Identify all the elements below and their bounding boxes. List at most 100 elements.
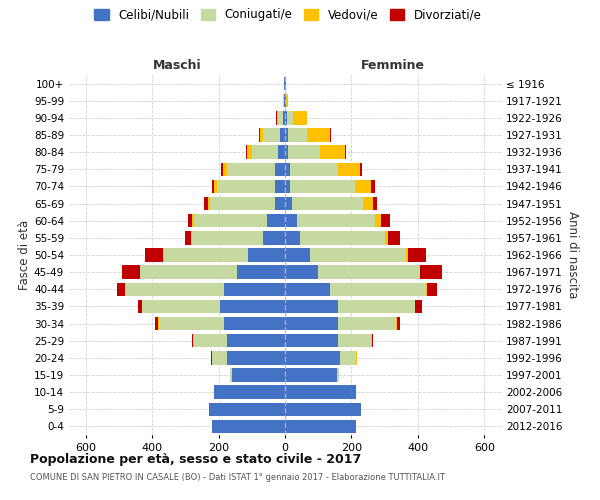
Bar: [122, 266, 140, 279]
Bar: [267, 214, 285, 228]
Bar: [285, 128, 289, 141]
Bar: [290, 180, 355, 193]
Bar: [283, 111, 285, 124]
Bar: [252, 146, 278, 159]
Bar: [194, 214, 267, 228]
Bar: [286, 94, 288, 108]
Bar: [192, 214, 194, 228]
Bar: [287, 111, 293, 124]
Bar: [221, 162, 223, 176]
Y-axis label: Anni di nascita: Anni di nascita: [566, 212, 579, 298]
Bar: [232, 368, 285, 382]
Bar: [285, 266, 318, 279]
Bar: [330, 282, 426, 296]
Bar: [360, 162, 362, 176]
Bar: [310, 248, 406, 262]
Bar: [214, 180, 217, 193]
Bar: [246, 146, 247, 159]
Bar: [278, 111, 283, 124]
Bar: [285, 231, 300, 244]
Bar: [320, 146, 345, 159]
Bar: [419, 266, 420, 279]
Bar: [224, 317, 285, 330]
Bar: [209, 402, 285, 416]
Bar: [285, 282, 330, 296]
Bar: [285, 77, 286, 90]
Bar: [285, 162, 290, 176]
Bar: [212, 351, 227, 364]
Bar: [372, 334, 373, 347]
Bar: [397, 317, 400, 330]
Bar: [284, 94, 285, 108]
Bar: [185, 231, 191, 244]
Bar: [420, 266, 442, 279]
Bar: [214, 386, 285, 399]
Bar: [285, 317, 338, 330]
Bar: [210, 197, 275, 210]
Bar: [371, 180, 375, 193]
Bar: [285, 197, 292, 210]
Bar: [284, 77, 285, 90]
Bar: [285, 420, 356, 433]
Bar: [290, 162, 338, 176]
Bar: [145, 248, 163, 262]
Bar: [220, 300, 285, 313]
Bar: [227, 162, 275, 176]
Text: Femmine: Femmine: [361, 58, 425, 71]
Bar: [426, 282, 427, 296]
Bar: [285, 300, 338, 313]
Bar: [212, 420, 285, 433]
Bar: [408, 248, 426, 262]
Bar: [427, 282, 437, 296]
Bar: [164, 248, 248, 262]
Bar: [289, 128, 307, 141]
Bar: [263, 128, 280, 141]
Bar: [307, 128, 330, 141]
Bar: [224, 282, 285, 296]
Bar: [285, 386, 356, 399]
Bar: [382, 214, 389, 228]
Bar: [223, 162, 227, 176]
Bar: [375, 214, 382, 228]
Bar: [276, 111, 277, 124]
Bar: [192, 231, 263, 244]
Bar: [415, 300, 422, 313]
Bar: [285, 334, 338, 347]
Bar: [296, 214, 375, 228]
Bar: [247, 146, 252, 159]
Bar: [212, 180, 214, 193]
Bar: [345, 146, 346, 159]
Y-axis label: Fasce di età: Fasce di età: [18, 220, 31, 290]
Bar: [337, 368, 339, 382]
Bar: [275, 197, 285, 210]
Bar: [259, 128, 260, 141]
Bar: [263, 231, 285, 244]
Bar: [227, 334, 285, 347]
Bar: [338, 334, 371, 347]
Bar: [191, 334, 193, 347]
Bar: [283, 94, 284, 108]
Bar: [230, 368, 232, 382]
Bar: [142, 300, 220, 313]
Bar: [204, 197, 208, 210]
Bar: [338, 317, 397, 330]
Bar: [373, 197, 377, 210]
Bar: [300, 231, 385, 244]
Bar: [330, 128, 331, 141]
Bar: [125, 282, 224, 296]
Bar: [285, 402, 361, 416]
Bar: [188, 214, 192, 228]
Bar: [338, 162, 360, 176]
Bar: [155, 317, 158, 330]
Bar: [248, 248, 285, 262]
Bar: [285, 368, 337, 382]
Bar: [285, 146, 289, 159]
Bar: [208, 197, 210, 210]
Text: Popolazione per età, sesso e stato civile - 2017: Popolazione per età, sesso e stato civil…: [30, 452, 361, 466]
Bar: [260, 128, 263, 141]
Bar: [275, 162, 285, 176]
Bar: [275, 180, 285, 193]
Bar: [116, 282, 125, 296]
Bar: [285, 248, 310, 262]
Bar: [227, 351, 285, 364]
